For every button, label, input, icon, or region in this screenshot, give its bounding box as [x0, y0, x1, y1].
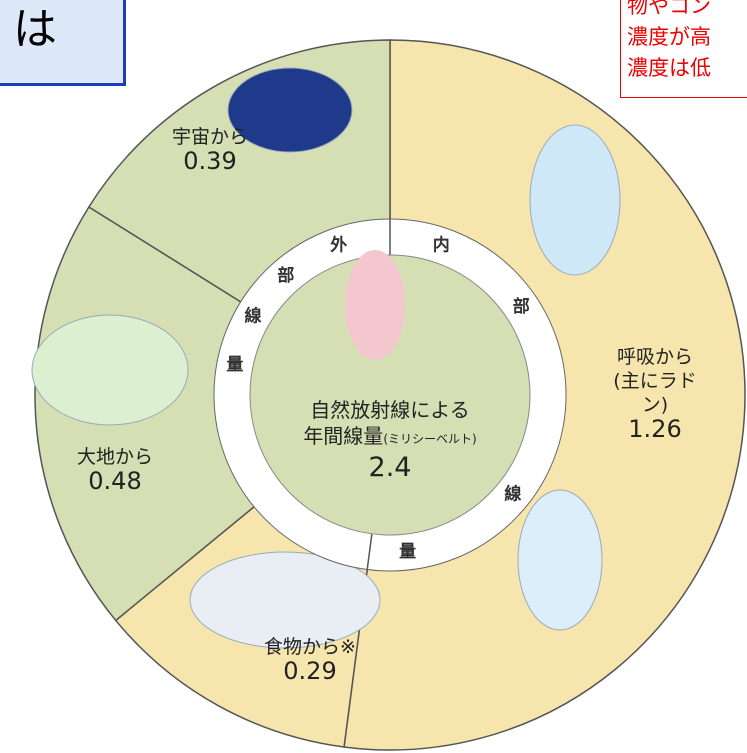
illustration — [189, 551, 381, 649]
illustration — [529, 124, 621, 276]
illustration — [517, 489, 603, 631]
pie-slice — [34, 205, 392, 622]
center-illustration — [345, 250, 405, 360]
slice-label: 大地から 0.48 — [77, 445, 153, 493]
category-label: 宇宙から — [171, 126, 249, 148]
center-subtitle-text: 年間線量 — [303, 424, 384, 448]
left-box: は — [0, 0, 126, 86]
slice-label: 呼吸から (主にラドン) 1.26 — [609, 345, 701, 441]
category-label: 呼吸から (主にラドン) — [613, 346, 697, 416]
slice-label: 宇宙から 0.39 — [172, 125, 248, 173]
center-unit: (ミリシーベルト) — [383, 432, 477, 446]
ring-divider — [366, 533, 373, 570]
category-label: 大地から — [76, 446, 154, 468]
ring-label: 外 — [330, 235, 347, 256]
ring-label: 部 — [513, 296, 530, 317]
ring-label: 内 — [433, 235, 450, 256]
center-title: 自然放射線による — [310, 398, 470, 422]
ring-label: 部 — [277, 265, 294, 286]
illustration — [31, 314, 189, 426]
value-label: 0.48 — [88, 467, 142, 495]
center-disc — [249, 254, 531, 536]
right-box: 物やコン濃度が高濃度は低 — [620, 0, 747, 98]
value-label: 0.29 — [283, 657, 337, 685]
center-total: 2.4 — [368, 452, 412, 483]
left-box-text: は — [13, 4, 57, 55]
center-subtitle: 年間線量(ミリシーベルト) — [303, 424, 476, 451]
value-label: 0.39 — [183, 147, 237, 175]
right-box-line: 物やコン — [627, 0, 711, 18]
slice-label: 食物から※ 0.29 — [264, 635, 356, 683]
ring-label: 線 — [244, 305, 261, 326]
illustration — [227, 67, 353, 153]
ring-label: 線 — [504, 483, 521, 504]
ring-label: 量 — [399, 541, 416, 562]
value-label: 1.26 — [628, 415, 682, 443]
ring-label: 量 — [226, 354, 243, 375]
right-box-line: 濃度が高 — [627, 25, 711, 49]
right-box-line: 濃度は低 — [627, 56, 711, 80]
category-label: 食物から※ — [264, 636, 356, 658]
